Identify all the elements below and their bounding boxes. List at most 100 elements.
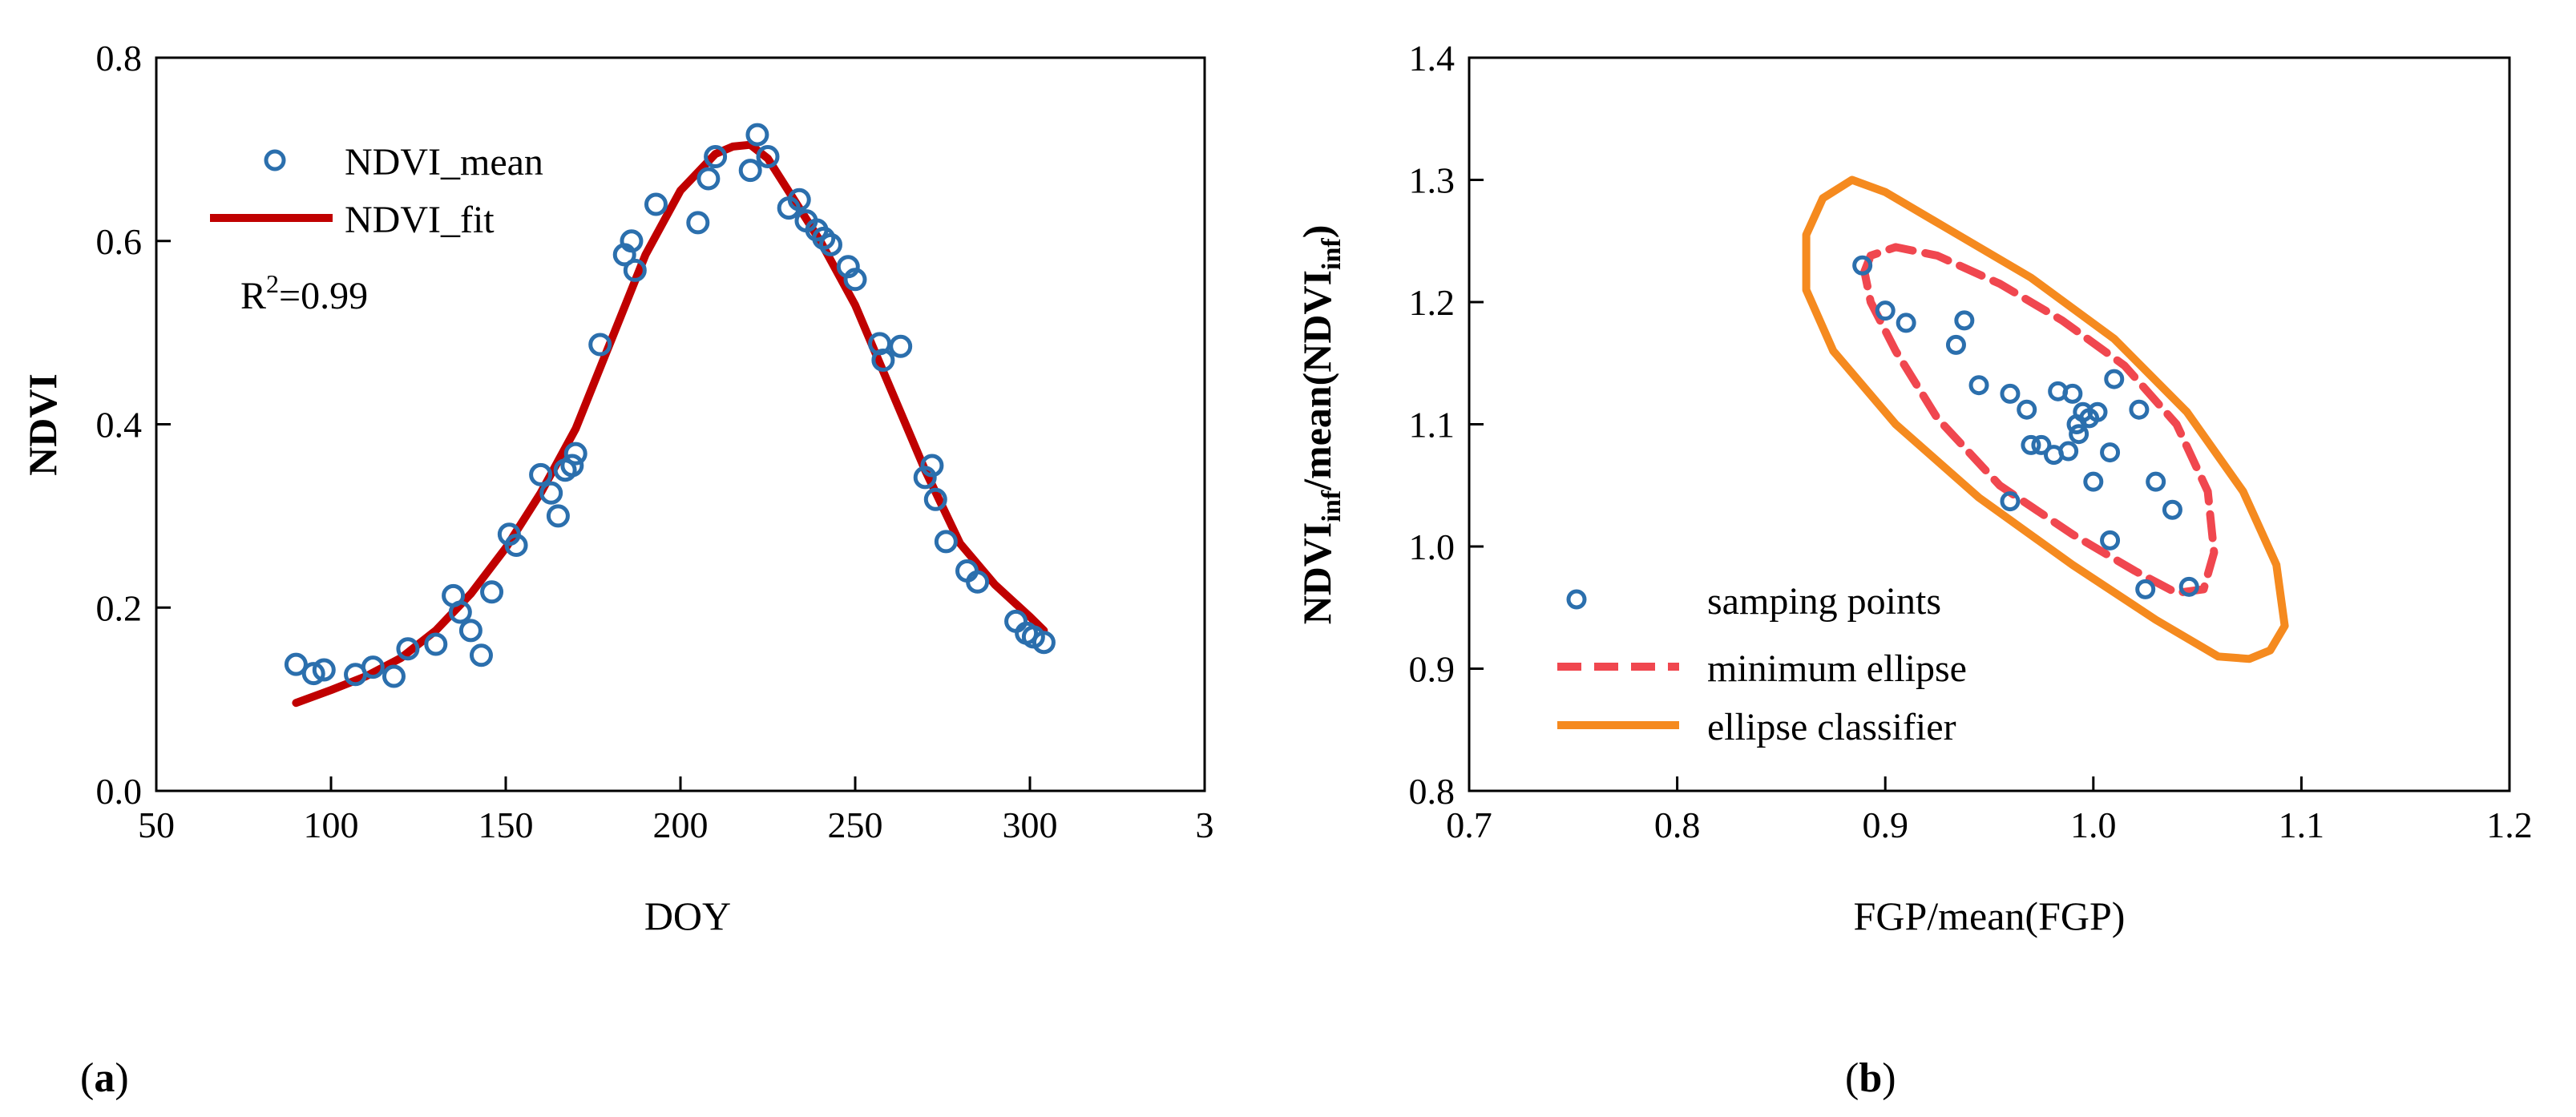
panel-a-data-point — [934, 530, 958, 554]
panel-b-data-point — [1954, 310, 1975, 331]
panel-a-data-point — [787, 188, 811, 212]
panel-b-legend-label-classifier: ellipse classifier — [1707, 706, 1956, 748]
panel-b-letter: (b) — [1845, 1055, 1896, 1101]
panel-b-data-point — [2129, 399, 2150, 420]
panel-a-x-axis-title: DOY — [644, 893, 731, 938]
panel-a-points-layer — [284, 123, 1056, 688]
panel-a-data-point — [704, 145, 728, 169]
panel-a-y-tick-label: 0.8 — [96, 38, 143, 79]
panel-a-data-point — [563, 442, 587, 466]
panel-a-plot-frame — [155, 56, 1206, 792]
panel-a-legend-marker-points — [264, 149, 286, 171]
panel-a-letter: (a) — [80, 1055, 129, 1101]
panel-a-data-point — [871, 348, 895, 372]
panel-a-data-point — [529, 462, 553, 486]
panel-a-x-tick-label: 100 — [304, 804, 359, 845]
panel-a-y-tick-label: 0.6 — [96, 221, 143, 262]
panel-b-data-point — [2100, 530, 2121, 550]
panel-b-x-tick-label: 0.9 — [1862, 804, 1908, 845]
panel-a-data-point — [818, 232, 842, 256]
panel-a-data-point — [588, 333, 612, 357]
panel-a-data-point — [539, 481, 563, 505]
panel-a-r-value: =0.99 — [279, 275, 368, 317]
panel-a-data-point — [424, 632, 448, 656]
panel-a-r-sup: 2 — [266, 269, 279, 298]
panel-a-data-point — [396, 637, 420, 661]
panel-a-x-tick-label: 200 — [653, 804, 709, 845]
panel-b-legend-label-min-ellipse: minimum ellipse — [1707, 647, 1967, 690]
panel-a-y-tick-label: 0.0 — [96, 771, 143, 812]
panel-b-data-point — [2146, 471, 2166, 492]
panel-b-ticks — [1468, 56, 2511, 792]
panel-a-x-tick-label: 250 — [828, 804, 883, 845]
panel-a-data-point — [504, 533, 528, 557]
panel-b-data-point — [1968, 375, 1989, 396]
panel-a-data-point — [361, 655, 385, 679]
panel-b-legend-marker-points — [1566, 589, 1587, 610]
panel-b-legend-label-points: samping points — [1707, 580, 1941, 623]
panel-b-data-point — [2000, 383, 2021, 404]
panel-b-data-point — [2017, 399, 2037, 420]
panel-a-letter-text: a — [94, 1055, 115, 1101]
panel-a-chart: 50 100 150 200 250 300 3 0.0 0.2 0.4 0.6 0.8 DOY ND… — [20, 38, 1214, 1101]
panel-a-y-tick-label: 0.4 — [96, 405, 143, 446]
panel-b-y-tick-label: 0.9 — [1409, 649, 1456, 690]
panel-a-data-point — [301, 662, 325, 686]
panel-b-data-point — [2058, 441, 2079, 462]
panel-b-y-title-part3: ) — [1294, 225, 1339, 239]
panel-b-x-tick-label: 1.2 — [2486, 804, 2533, 845]
panel-b-plot-frame — [1468, 56, 2511, 792]
panel-b-y-tick-label: 1.3 — [1409, 160, 1456, 201]
panel-b-data-point — [2031, 434, 2052, 455]
panel-b-y-tick-label: 0.8 — [1409, 771, 1456, 812]
panel-b-y-tick-label: 1.4 — [1409, 38, 1456, 79]
panel-a-data-point — [620, 229, 644, 253]
panel-b-minimum-ellipse — [1860, 243, 2219, 597]
panel-a-data-point — [738, 159, 762, 183]
panel-b-letter-text: b — [1859, 1055, 1882, 1101]
panel-b-data-point — [2104, 369, 2125, 389]
panel-b-data-point — [1945, 334, 1966, 355]
panel-a-data-point — [458, 619, 482, 643]
panel-b-x-tick-label: 0.8 — [1654, 804, 1701, 845]
panel-a-r-base: R — [240, 275, 266, 317]
panel-b-y-title-sub1: inf — [1317, 490, 1347, 522]
panel-a-x-tick-label: 300 — [1003, 804, 1058, 845]
panel-a-data-point — [756, 145, 780, 169]
panel-b-chart: 0.7 0.8 0.9 1.0 1.1 1.20.80.91.01.11.21.31.4 … — [1294, 38, 2533, 1101]
panel-b-data-point — [2000, 491, 2021, 512]
panel-b-x-tick-label: 0.7 — [1446, 804, 1492, 845]
panel-b-data-point — [2021, 434, 2041, 455]
panel-b-y-axis-title: NDVIinf/mean(NDVIinf) — [1294, 225, 1347, 625]
panel-b-tick-labels: 0.7 0.8 0.9 1.0 1.1 1.20.80.91.01.11.21.31.4 — [1409, 38, 2533, 845]
panel-b-data-point — [2083, 471, 2104, 492]
panel-b-data-point — [1875, 300, 1896, 321]
panel-a-y-axis-title: NDVI — [20, 373, 65, 476]
panel-a-x-tick-label: 150 — [478, 804, 534, 845]
panel-b-data-point — [1852, 255, 1873, 276]
panel-a-data-point — [745, 123, 769, 147]
panel-b-ellipse-classifier — [1802, 175, 2289, 663]
panel-a-data-point — [686, 211, 710, 235]
panel-b-data-point — [2178, 576, 2199, 597]
panel-a-data-point — [382, 664, 406, 688]
panel-a-data-point — [284, 652, 308, 676]
panel-a-data-point — [480, 580, 504, 604]
panel-a-data-point — [913, 466, 937, 490]
panel-a-legend: NDVI_mean NDVI_fit — [210, 141, 543, 241]
panel-b-y-title-part1: NDVI — [1294, 522, 1339, 625]
panel-a-data-point — [448, 600, 472, 624]
panel-b-y-tick-label: 1.1 — [1409, 405, 1456, 446]
panel-b-data-point — [2069, 424, 2089, 445]
panel-a-x-tick-label: 50 — [138, 804, 175, 845]
panel-a-data-point — [644, 192, 668, 216]
panel-b-points-layer — [1852, 255, 2199, 599]
panel-b-data-point — [2062, 383, 2083, 404]
panel-b-y-tick-label: 1.0 — [1409, 526, 1456, 567]
panel-b-x-axis-title: FGP/mean(FGP) — [1854, 893, 2126, 938]
panel-a-data-point — [312, 658, 336, 682]
panel-b-y-title-sub2: inf — [1317, 238, 1347, 270]
panel-b-data-point — [2100, 442, 2121, 463]
panel-b-x-tick-label: 1.0 — [2070, 804, 2117, 845]
